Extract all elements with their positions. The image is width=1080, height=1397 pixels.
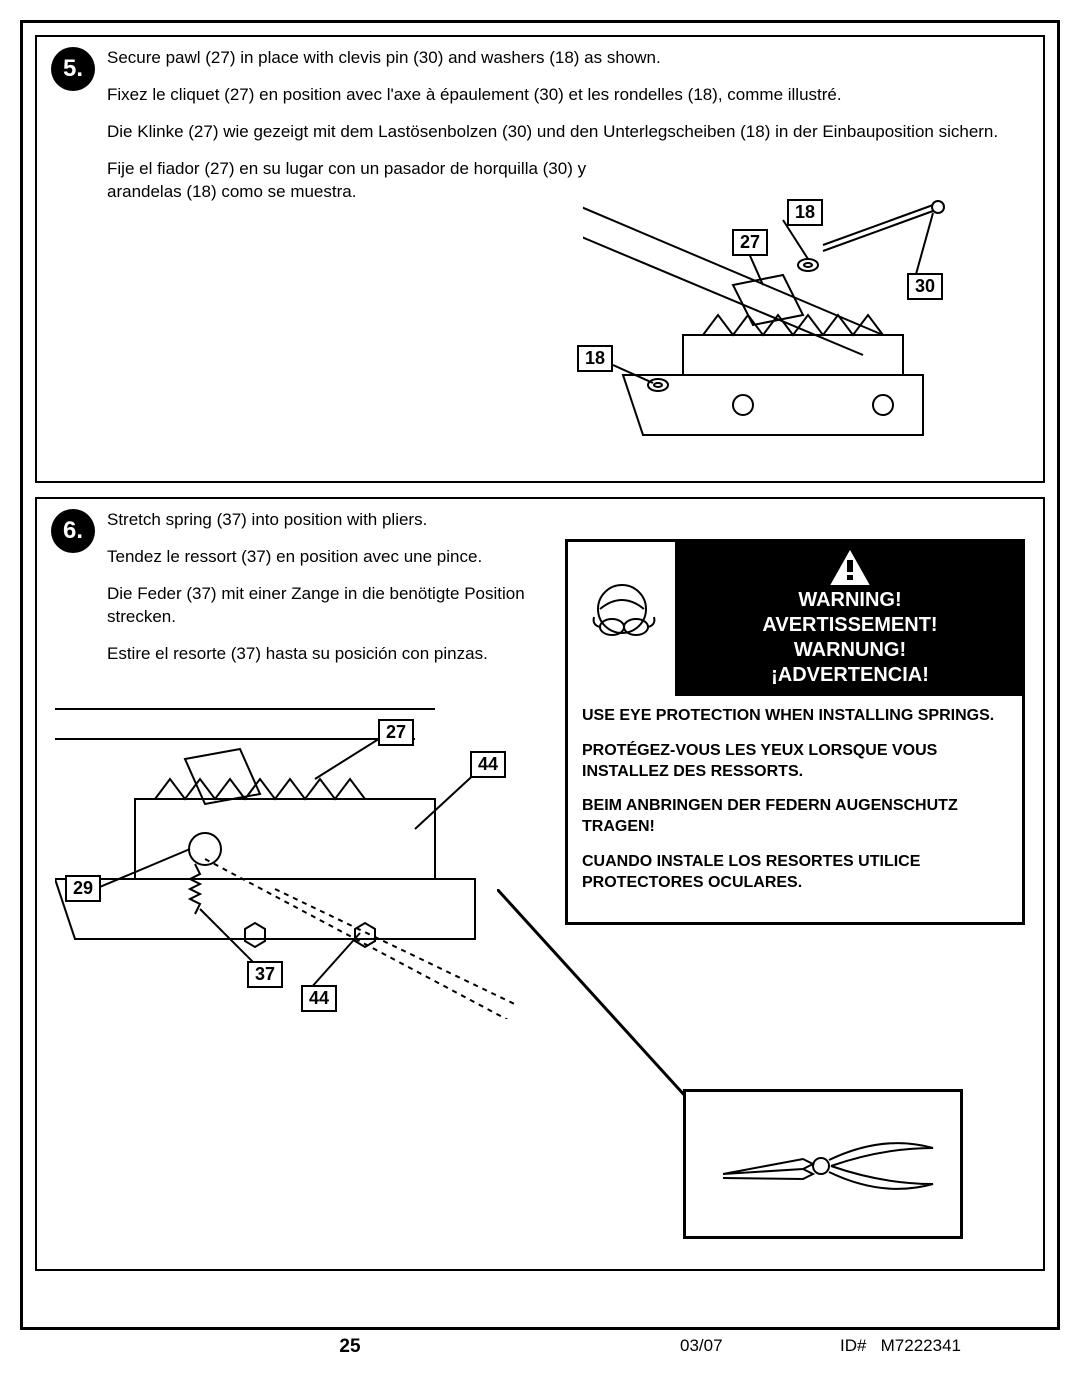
- safety-goggles-icon: [568, 542, 678, 696]
- pliers-icon: [703, 1104, 943, 1224]
- callout-29: 29: [65, 875, 101, 902]
- step-6-es: Estire el resorte (37) hasta su posición…: [107, 643, 557, 666]
- callout-27: 27: [732, 229, 768, 256]
- footer-id-label: ID#: [840, 1336, 866, 1355]
- warning-title-en: WARNING!: [682, 588, 1018, 613]
- warning-es: CUANDO INSTALE LOS RESORTES UTILICE PROT…: [582, 852, 1008, 894]
- warning-title-fr: AVERTISSEMENT!: [682, 613, 1018, 638]
- footer-id-value: M7222341: [881, 1336, 961, 1355]
- step-5-section: 5. Secure pawl (27) in place with clevis…: [35, 35, 1045, 483]
- callout-44-top: 44: [470, 751, 506, 778]
- step-6-section: 6. Stretch spring (37) into position wit…: [35, 497, 1045, 1271]
- callout-44-bottom: 44: [301, 985, 337, 1012]
- warning-triangle-icon: [830, 550, 870, 586]
- page-footer: 25 03/07 ID# M7222341: [20, 1336, 1060, 1358]
- step-6-en: Stretch spring (37) into position with p…: [107, 509, 557, 532]
- warning-box: WARNING! AVERTISSEMENT! WARNUNG! ¡ADVERT…: [565, 539, 1025, 925]
- step-6-de: Die Feder (37) mit einer Zange in die be…: [107, 583, 557, 629]
- step-5-figure: 18 27 30 18: [583, 185, 983, 465]
- page-number: 25: [20, 1336, 680, 1358]
- step-5-fr: Fixez le cliquet (27) en position avec l…: [107, 84, 1027, 107]
- footer-date: 03/07: [680, 1336, 840, 1358]
- step-5-en: Secure pawl (27) in place with clevis pi…: [107, 47, 1027, 70]
- step-6-texts: Stretch spring (37) into position with p…: [107, 509, 557, 666]
- pliers-inset: [683, 1089, 963, 1239]
- spring-assembly-diagram: [55, 699, 515, 1019]
- pawl-assembly-diagram: [583, 185, 983, 465]
- step-5-number: 5.: [51, 47, 95, 91]
- step-5-es: Fije el fiador (27) en su lugar con un p…: [107, 158, 587, 204]
- warning-de: BEIM ANBRINGEN DER FEDERN AUGENSCHUTZ TR…: [582, 796, 1008, 838]
- warning-fr: PROTÉGEZ-VOUS LES YEUX LORSQUE VOUS INST…: [582, 741, 1008, 783]
- footer-id: ID# M7222341: [840, 1336, 1060, 1358]
- warning-title-es: ¡ADVERTENCIA!: [682, 663, 1018, 688]
- warning-title-de: WARNUNG!: [682, 638, 1018, 663]
- step-6-fr: Tendez le ressort (37) en position avec …: [107, 546, 557, 569]
- warning-titles: WARNING! AVERTISSEMENT! WARNUNG! ¡ADVERT…: [678, 542, 1022, 696]
- callout-37: 37: [247, 961, 283, 988]
- warning-body: USE EYE PROTECTION WHEN INSTALLING SPRIN…: [568, 696, 1022, 922]
- callout-18-bottom: 18: [577, 345, 613, 372]
- callout-27: 27: [378, 719, 414, 746]
- page-frame: 5. Secure pawl (27) in place with clevis…: [20, 20, 1060, 1330]
- step-6-number: 6.: [51, 509, 95, 553]
- step-6-figure: 27 44 29 37 44: [55, 699, 515, 1019]
- step-5-de: Die Klinke (27) wie gezeigt mit dem Last…: [107, 121, 1027, 144]
- warning-header: WARNING! AVERTISSEMENT! WARNUNG! ¡ADVERT…: [568, 542, 1022, 696]
- step-5-texts: Secure pawl (27) in place with clevis pi…: [107, 47, 1027, 204]
- callout-18-top: 18: [787, 199, 823, 226]
- warning-en: USE EYE PROTECTION WHEN INSTALLING SPRIN…: [582, 706, 1008, 727]
- callout-30: 30: [907, 273, 943, 300]
